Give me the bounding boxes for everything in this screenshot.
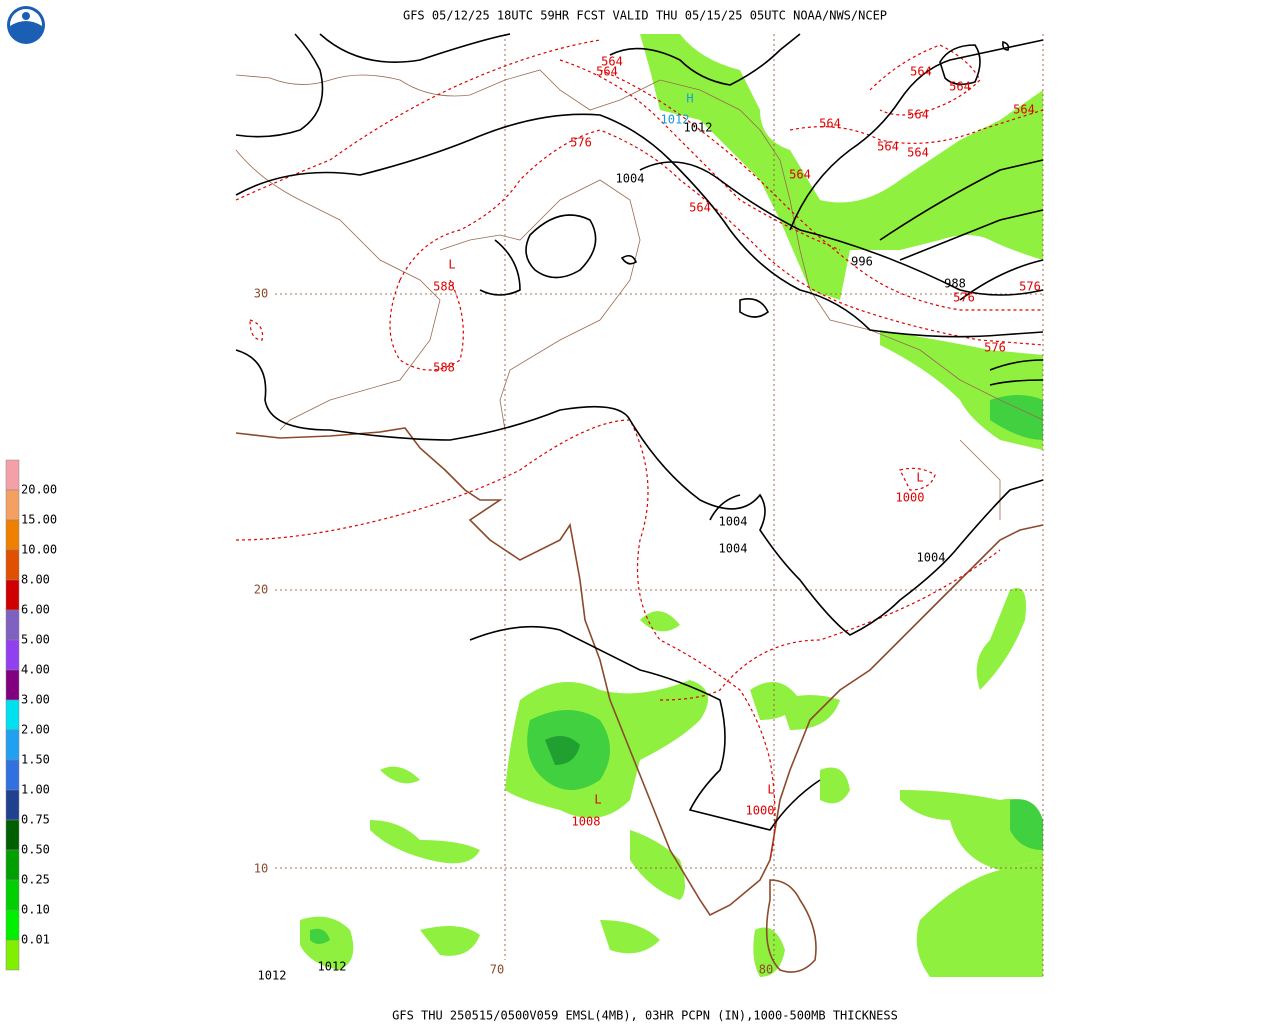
- legend-swatch: [5, 729, 20, 761]
- map-title: GFS 05/12/25 18UTC 59HR FCST VALID THU 0…: [403, 9, 887, 23]
- legend-swatch: [5, 699, 20, 731]
- legend-label: 0.01: [21, 933, 50, 947]
- map-label: 588: [433, 280, 455, 294]
- map-label: 1004: [719, 542, 748, 556]
- map-label: 576: [984, 341, 1006, 355]
- legend-swatch: [5, 669, 20, 701]
- grid-label: 80: [759, 963, 773, 977]
- map-label: 1012: [684, 121, 713, 135]
- legend-label: 15.00: [21, 513, 57, 527]
- legend-swatch: [5, 639, 20, 671]
- map-label: 1004: [719, 515, 748, 529]
- map-label: L: [916, 471, 923, 485]
- legend-label: 0.50: [21, 843, 50, 857]
- legend-label: 0.10: [21, 903, 50, 917]
- map-label: 564: [910, 65, 932, 79]
- map-label: 988: [944, 277, 966, 291]
- legend-label: 20.00: [21, 483, 57, 497]
- legend-swatch: [5, 579, 20, 611]
- legend-label: 4.00: [21, 663, 50, 677]
- map-label: 996: [851, 255, 873, 269]
- map-label: 1012: [661, 113, 690, 127]
- legend-swatch: [5, 459, 20, 491]
- map-label: 564: [596, 65, 618, 79]
- map-label: 1004: [917, 551, 946, 565]
- legend-swatch: [5, 879, 20, 911]
- grid-label: 10: [254, 862, 268, 876]
- map-label: 576: [953, 291, 975, 305]
- map-label: L: [448, 258, 455, 272]
- legend-label: 5.00: [21, 633, 50, 647]
- precip-legend: 20.00 15.00 10.00 8.00 6.00 5.00 4.00 3.00 2.00 1…: [5, 459, 57, 971]
- map-label: 1004: [616, 172, 645, 186]
- map-label: 564: [907, 108, 929, 122]
- grid-label: 70: [490, 963, 504, 977]
- map-area: [235, 33, 1044, 977]
- legend-label: 2.00: [21, 723, 50, 737]
- map-label: H: [686, 92, 693, 106]
- map-label: 1000: [896, 491, 925, 505]
- legend-swatch: [5, 939, 20, 971]
- legend-label: 1.00: [21, 783, 50, 797]
- map-label: 564: [789, 168, 811, 182]
- grid-label: 30: [254, 287, 268, 301]
- map-label: 564: [949, 80, 971, 94]
- map-label: 564: [877, 140, 899, 154]
- legend-label: 3.00: [21, 693, 50, 707]
- map-label: 1000: [746, 804, 775, 818]
- noaa-logo: [7, 6, 45, 44]
- map-label: 564: [819, 117, 841, 131]
- grid-label: 20: [254, 583, 268, 597]
- legend-swatch: [5, 909, 20, 941]
- legend-label: 0.25: [21, 873, 50, 887]
- map-label: 564: [601, 55, 623, 69]
- map-label: 1012: [318, 960, 347, 974]
- legend-swatch: [5, 549, 20, 581]
- legend-swatch: [5, 849, 20, 881]
- legend-label: 6.00: [21, 603, 50, 617]
- legend-label: 8.00: [21, 573, 50, 587]
- legend-swatch: [5, 609, 20, 641]
- map-label: 576: [1019, 280, 1041, 294]
- map-label: 564: [689, 201, 711, 215]
- map-label: 564: [1013, 103, 1035, 117]
- map-label: 1012: [258, 969, 287, 983]
- legend-label: 0.75: [21, 813, 50, 827]
- legend-swatch: [5, 489, 20, 521]
- map-caption: GFS THU 250515/0500V059 EMSL(4MB), 03HR …: [392, 1009, 898, 1023]
- map-label: 576: [570, 136, 592, 150]
- map-label: 1008: [572, 815, 601, 829]
- precip-areas: [300, 34, 1043, 977]
- map-label: L: [767, 783, 774, 797]
- legend-swatch: [5, 759, 20, 791]
- map-label: L: [594, 793, 601, 807]
- legend-swatch: [5, 519, 20, 551]
- map-label: 564: [907, 146, 929, 160]
- legend-label: 10.00: [21, 543, 57, 557]
- map-label: 588: [433, 361, 455, 375]
- legend-swatch: [5, 819, 20, 851]
- legend-swatch: [5, 789, 20, 821]
- legend-label: 1.50: [21, 753, 50, 767]
